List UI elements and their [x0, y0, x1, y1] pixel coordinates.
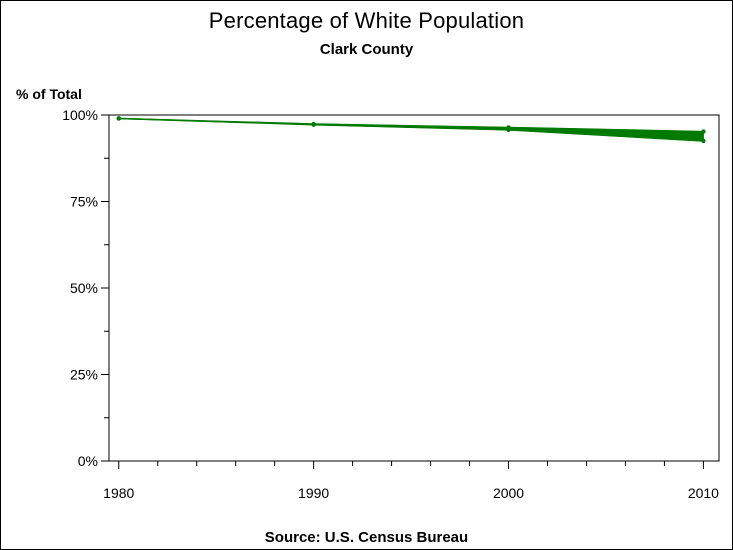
- x-axis: 1980 1990 2000 2010: [103, 461, 719, 501]
- x-tick-label: 2010: [688, 485, 719, 501]
- chart-subtitle: Clark County: [319, 41, 414, 58]
- data-point: [311, 121, 316, 127]
- x-tick-label: 1980: [103, 485, 134, 501]
- y-axis: 0% 25% 50% 75% 100%: [62, 107, 109, 469]
- data-point: [701, 138, 706, 144]
- y-tick-label: 75%: [70, 194, 98, 210]
- y-axis-label: % of Total: [16, 86, 82, 102]
- y-tick-label: 25%: [70, 367, 98, 383]
- chart-title: Percentage of White Population: [208, 8, 525, 33]
- series-line: [118, 117, 704, 133]
- series-layer: [116, 116, 706, 144]
- data-point: [506, 125, 511, 130]
- y-tick-label: 50%: [70, 280, 98, 296]
- y-tick-label: 100%: [62, 107, 98, 123]
- x-tick-label: 2000: [493, 485, 524, 501]
- y-tick-label: 0%: [78, 453, 98, 469]
- plot-frame: [108, 114, 720, 462]
- data-point: [116, 116, 121, 121]
- data-point: [701, 129, 706, 134]
- x-tick-label: 1990: [298, 485, 329, 501]
- source-note: Source: U.S. Census Bureau: [264, 529, 469, 546]
